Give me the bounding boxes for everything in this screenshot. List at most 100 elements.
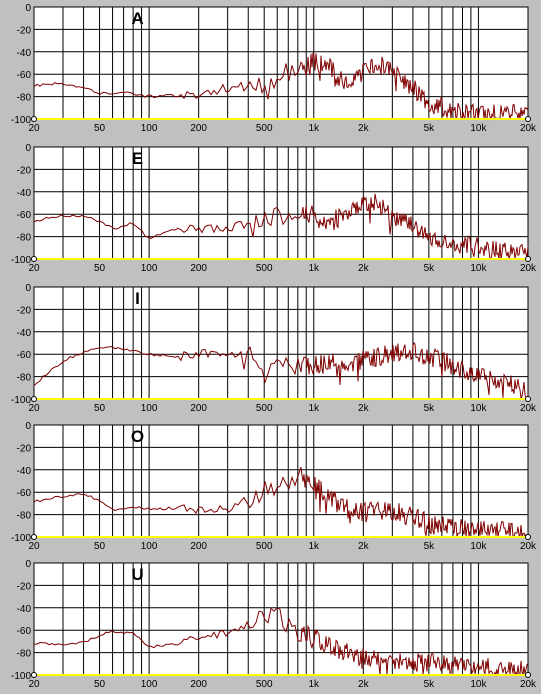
x-tick-label: 20k <box>520 123 537 134</box>
y-tick-label: -60 <box>17 626 32 637</box>
y-tick-label: -40 <box>17 604 32 615</box>
y-tick-label: -80 <box>17 649 32 660</box>
x-tick-label: 50 <box>94 541 106 552</box>
y-tick-label: -20 <box>17 443 32 454</box>
series-line <box>33 193 529 260</box>
y-tick-label: 0 <box>25 283 31 294</box>
y-tick-label: -100 <box>11 255 31 266</box>
x-tick-label: 20k <box>520 679 537 690</box>
x-tick-label: 200 <box>190 403 207 414</box>
x-tick-label: 20 <box>28 403 40 414</box>
y-tick-label: -100 <box>11 533 31 544</box>
baseline-start-marker <box>31 534 37 540</box>
x-tick-label: 5k <box>424 403 436 414</box>
x-tick-label: 100 <box>141 263 158 274</box>
y-tick-label: 0 <box>25 421 31 432</box>
y-tick-label: -100 <box>11 671 31 682</box>
x-tick-label: 1k <box>308 541 320 552</box>
x-tick-label: 100 <box>141 403 158 414</box>
panel-title: E <box>132 149 143 168</box>
x-tick-label: 20 <box>28 263 40 274</box>
plot-area <box>34 7 528 119</box>
x-tick-label: 500 <box>256 403 273 414</box>
x-tick-label: 50 <box>94 403 106 414</box>
x-tick-label: 2k <box>358 123 370 134</box>
series-line <box>33 607 529 677</box>
x-tick-label: 100 <box>141 679 158 690</box>
panel-title: O <box>131 427 144 446</box>
x-tick-label: 20k <box>520 541 537 552</box>
panel-title: A <box>131 9 143 28</box>
y-tick-label: -40 <box>17 328 32 339</box>
x-tick-label: 5k <box>424 679 436 690</box>
x-tick-label: 2k <box>358 541 370 552</box>
y-tick-label: -40 <box>17 466 32 477</box>
plot-area <box>34 287 528 399</box>
y-tick-label: -20 <box>17 581 32 592</box>
plot-area <box>34 425 528 537</box>
x-tick-label: 100 <box>141 123 158 134</box>
x-tick-label: 100 <box>141 541 158 552</box>
panel-title: U <box>131 565 143 584</box>
x-tick-label: 10k <box>470 263 487 274</box>
x-tick-label: 1k <box>308 263 320 274</box>
x-tick-label: 5k <box>424 541 436 552</box>
x-tick-label: 1k <box>308 403 320 414</box>
y-tick-label: -20 <box>17 305 32 316</box>
y-tick-label: 0 <box>25 143 31 154</box>
y-tick-label: -60 <box>17 350 32 361</box>
x-tick-label: 500 <box>256 123 273 134</box>
baseline-end-marker <box>525 672 531 678</box>
x-tick-label: 10k <box>470 403 487 414</box>
y-tick-label: -60 <box>17 488 32 499</box>
x-tick-label: 20k <box>520 403 537 414</box>
x-tick-label: 500 <box>256 263 273 274</box>
baseline-end-marker <box>525 116 531 122</box>
baseline-end-marker <box>525 396 531 402</box>
x-tick-label: 500 <box>256 541 273 552</box>
panel-title: I <box>135 289 140 308</box>
y-tick-label: -80 <box>17 373 32 384</box>
y-tick-label: -40 <box>17 48 32 59</box>
x-tick-label: 1k <box>308 679 320 690</box>
y-tick-label: -100 <box>11 115 31 126</box>
x-tick-label: 200 <box>190 541 207 552</box>
x-tick-label: 20 <box>28 541 40 552</box>
series-line <box>33 52 529 121</box>
y-tick-label: -20 <box>17 165 32 176</box>
y-tick-label: -60 <box>17 210 32 221</box>
x-tick-label: 1k <box>308 123 320 134</box>
y-tick-label: -60 <box>17 70 32 81</box>
plot-area <box>34 563 528 675</box>
x-tick-label: 2k <box>358 403 370 414</box>
x-tick-label: 50 <box>94 679 106 690</box>
x-tick-label: 2k <box>358 263 370 274</box>
y-tick-label: -100 <box>11 395 31 406</box>
x-tick-label: 2k <box>358 679 370 690</box>
y-tick-label: 0 <box>25 3 31 14</box>
baseline-end-marker <box>525 256 531 262</box>
series-line <box>33 467 528 539</box>
x-tick-label: 200 <box>190 123 207 134</box>
x-tick-label: 20k <box>520 263 537 274</box>
series-line <box>33 341 529 401</box>
x-tick-label: 10k <box>470 123 487 134</box>
baseline-end-marker <box>525 534 531 540</box>
baseline-start-marker <box>31 672 37 678</box>
x-tick-label: 10k <box>470 679 487 690</box>
x-tick-label: 10k <box>470 541 487 552</box>
y-tick-label: -80 <box>17 233 32 244</box>
y-tick-label: -80 <box>17 511 32 522</box>
x-tick-label: 5k <box>424 263 436 274</box>
y-tick-label: -40 <box>17 188 32 199</box>
x-tick-label: 500 <box>256 679 273 690</box>
x-tick-label: 200 <box>190 263 207 274</box>
baseline-start-marker <box>31 116 37 122</box>
y-tick-label: -20 <box>17 25 32 36</box>
x-tick-label: 50 <box>94 123 106 134</box>
x-tick-label: 200 <box>190 679 207 690</box>
x-tick-label: 20 <box>28 679 40 690</box>
baseline-start-marker <box>31 396 37 402</box>
